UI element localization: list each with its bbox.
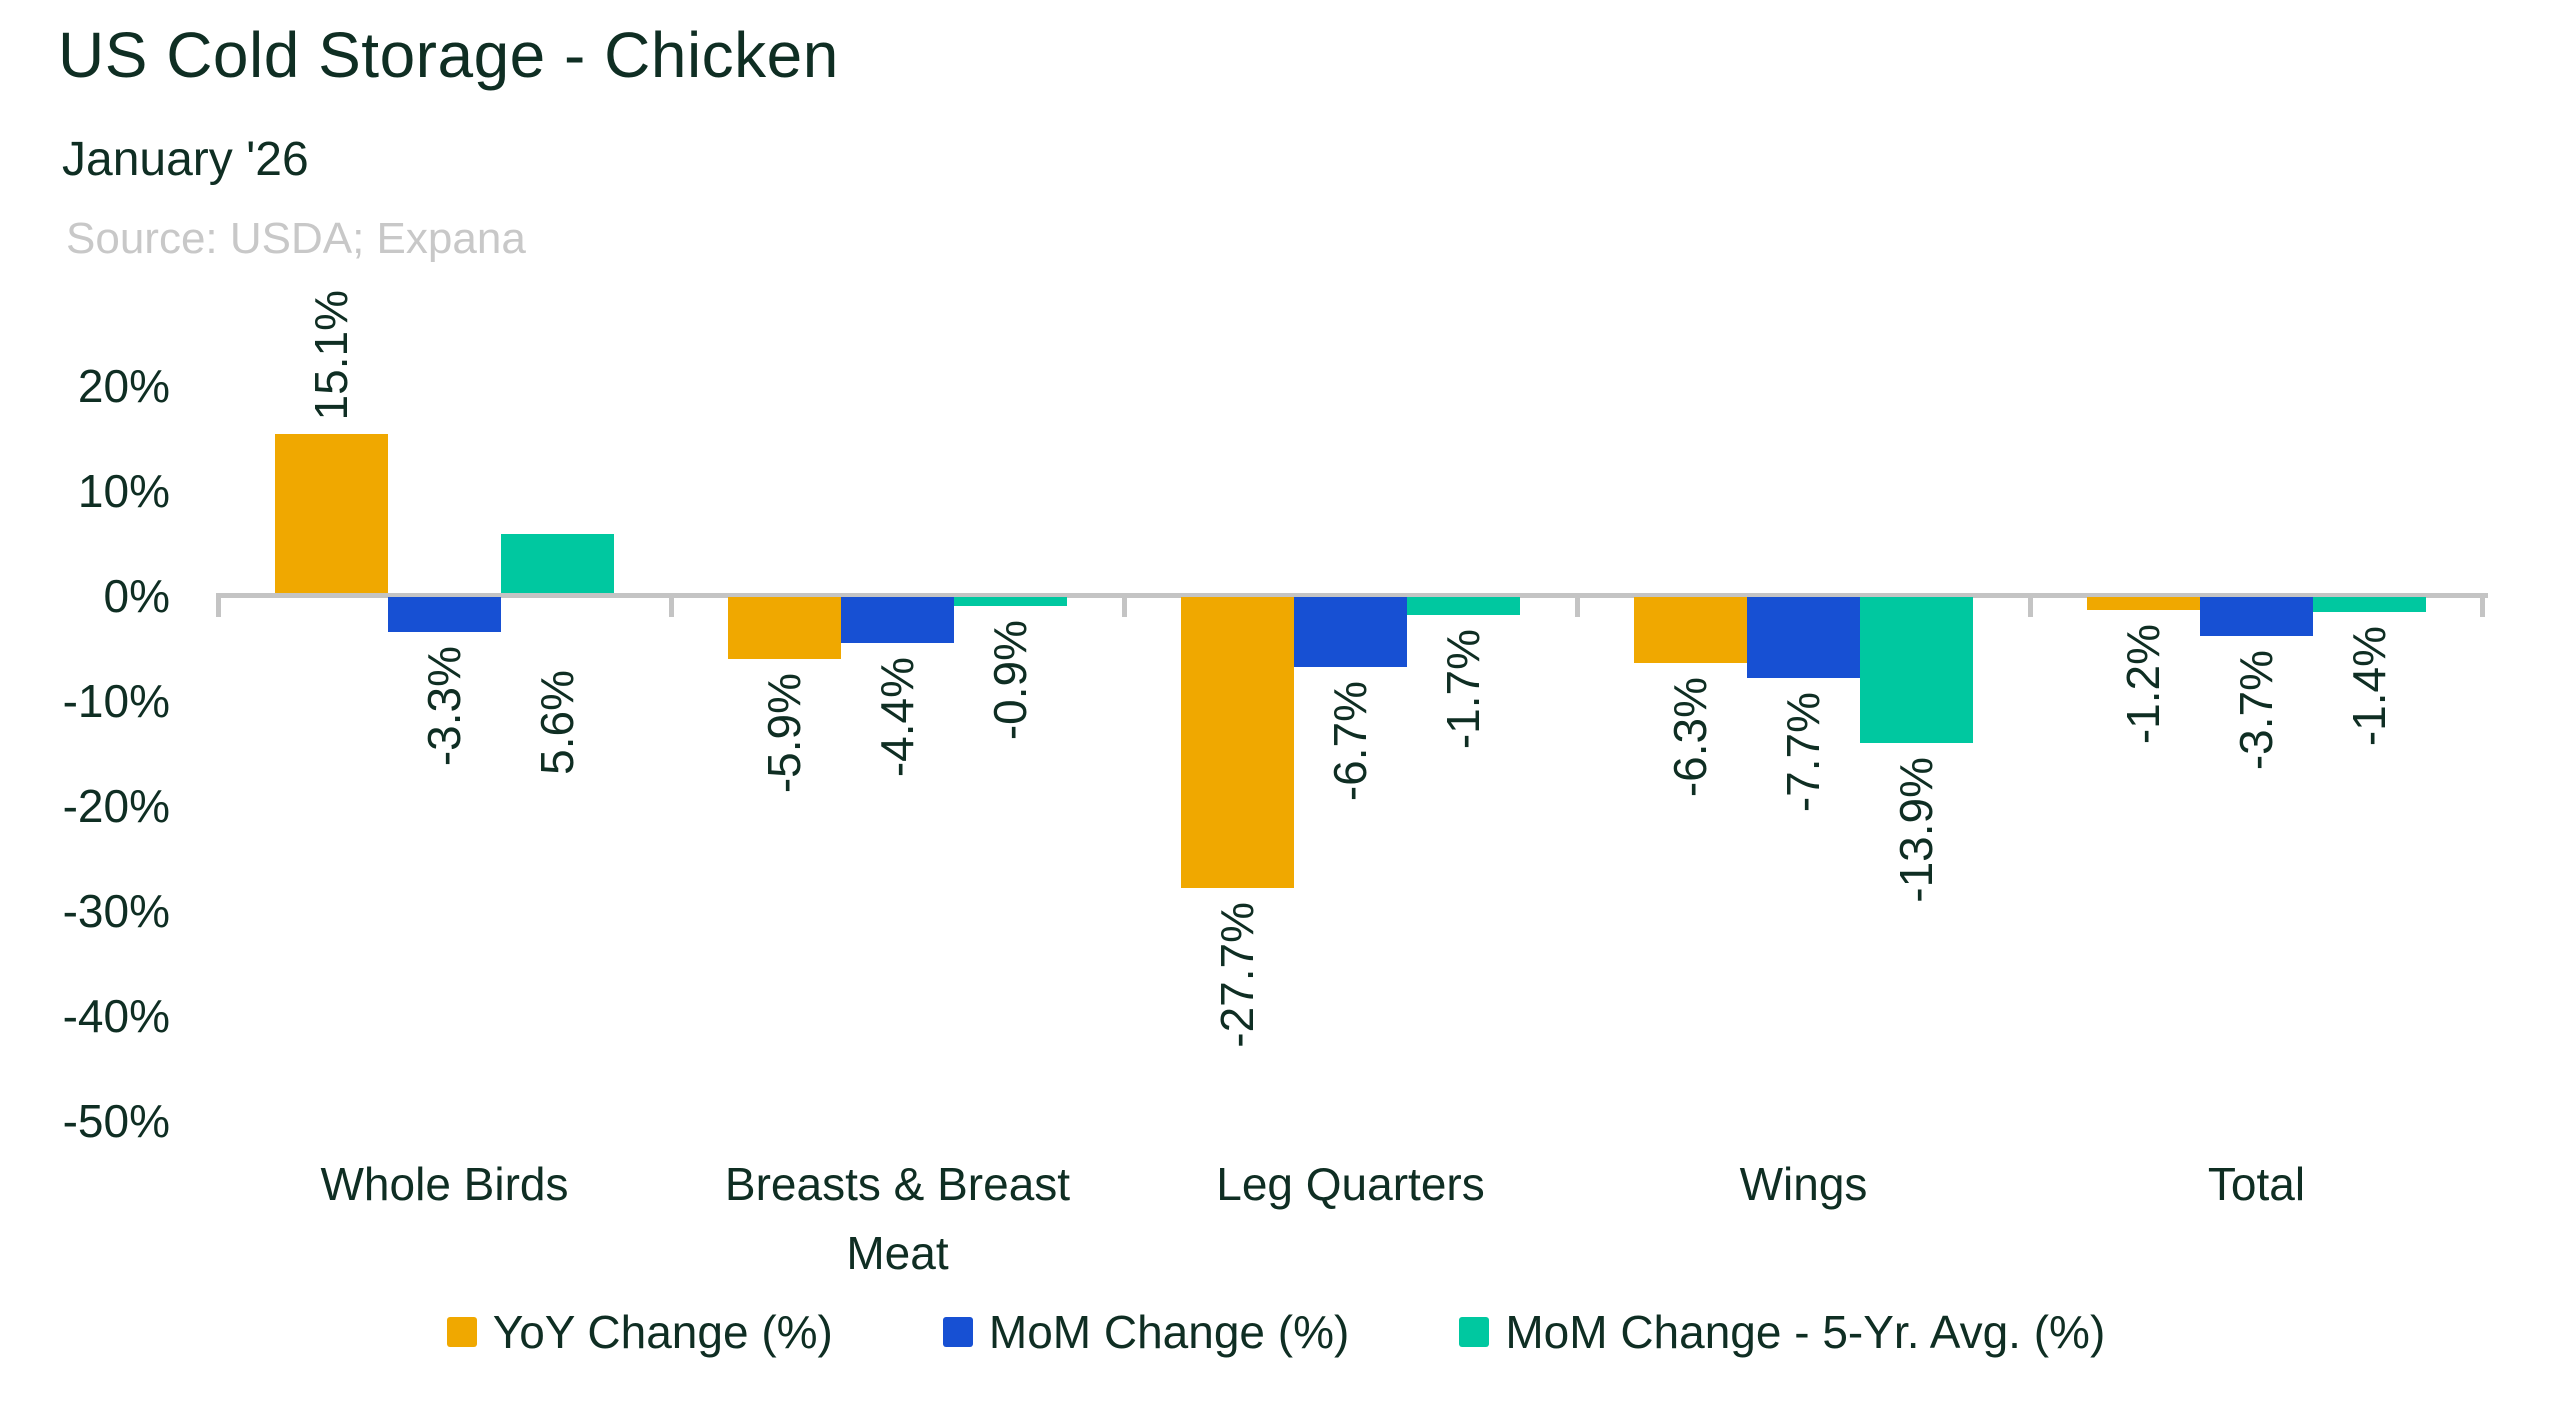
bar-value-label-box: -1.2% [2087, 624, 2200, 954]
bar-value-label-box: -3.3% [388, 646, 501, 976]
bar [1407, 597, 1520, 615]
x-axis-tick [1122, 593, 1127, 617]
chart-source-note: Source: USDA; Expana [66, 214, 526, 263]
x-axis-tick [2028, 593, 2033, 617]
legend-label: MoM Change - 5-Yr. Avg. (%) [1505, 1306, 2106, 1358]
bar-value-label: -0.9% [983, 620, 1036, 741]
bar [388, 597, 501, 632]
legend-label: MoM Change (%) [988, 1306, 1350, 1358]
category-label: Wings [1739, 1158, 1868, 1210]
bar-value-label: 15.1% [304, 290, 357, 421]
y-axis-label: -10% [62, 674, 170, 727]
legend-label: YoY Change (%) [492, 1306, 833, 1358]
chart-title: US Cold Storage - Chicken [58, 19, 839, 91]
y-axis-label: 0% [103, 569, 170, 622]
bar-value-label-box: -0.9% [954, 620, 1067, 950]
bar-value-label-box: -5.9% [728, 673, 841, 1003]
bar-value-label-box: -13.9% [1860, 757, 1973, 1087]
x-axis-line [218, 593, 2488, 598]
chart-subtitle: January '26 [62, 133, 309, 186]
bar-value-label: -1.2% [2116, 623, 2169, 744]
legend-swatch-icon [942, 1317, 973, 1347]
bar [2200, 597, 2313, 636]
bar [1747, 597, 1860, 678]
bar [2313, 597, 2426, 612]
legend-swatch-icon [446, 1317, 477, 1347]
y-axis-label: -20% [62, 779, 170, 832]
y-axis-label: -40% [62, 989, 170, 1042]
bar [1294, 597, 1407, 668]
legend: YoY Change (%) MoM Change (%) MoM Change -… [0, 1296, 2552, 1368]
bar-value-label: -1.7% [1436, 628, 1489, 750]
category-label: Whole Birds [320, 1158, 569, 1210]
legend-item: MoM Change (%) [942, 1305, 1350, 1359]
bar-value-label: -13.9% [1889, 756, 1942, 903]
bar [841, 597, 954, 644]
bar-value-label-box: 15.1% [275, 225, 388, 420]
bar-value-label-box: -4.4% [841, 657, 954, 987]
x-axis-tick [669, 593, 674, 617]
x-axis-tick [216, 593, 221, 617]
bar-value-label-box: -3.7% [2200, 650, 2313, 980]
y-axis-label: 20% [77, 359, 170, 412]
bar-value-label-box: -1.4% [2313, 626, 2426, 956]
bar [954, 597, 1067, 607]
bar [2087, 597, 2200, 610]
bar-value-label: -3.7% [2229, 649, 2282, 771]
bar-value-label: -27.7% [1210, 901, 1263, 1048]
bar-value-label: -6.3% [1663, 677, 1716, 798]
category-label: Leg Quarters [1216, 1158, 1485, 1210]
bar-value-label: 5.6% [530, 669, 583, 775]
bar [1634, 597, 1747, 664]
legend-item: YoY Change (%) [446, 1305, 833, 1359]
bar [728, 597, 841, 659]
y-axis-label: 10% [77, 464, 170, 517]
legend-swatch-icon [1459, 1317, 1490, 1347]
bar-value-label: -3.3% [417, 645, 470, 766]
bar-value-label-box: 5.6% [501, 670, 614, 1000]
legend-item: MoM Change - 5-Yr. Avg. (%) [1459, 1305, 2105, 1359]
bar-value-label-box: -1.7% [1407, 629, 1520, 959]
bar [275, 434, 388, 593]
x-axis-tick [2480, 593, 2485, 617]
bar-value-label: -7.7% [1776, 691, 1829, 813]
bar-value-label-box: -6.3% [1634, 677, 1747, 1007]
x-axis-tick [1575, 593, 1580, 617]
y-axis-label: -30% [62, 884, 170, 937]
category-label: Total [2207, 1158, 2306, 1210]
bar-value-label: -5.9% [757, 672, 810, 794]
bar-value-label: -1.4% [2342, 625, 2395, 746]
bar [1860, 597, 1973, 743]
bar [1181, 597, 1294, 888]
bar-value-label: -4.4% [870, 657, 923, 778]
bar-value-label: -6.7% [1323, 681, 1376, 802]
bar-value-label-box: -7.7% [1747, 692, 1860, 1022]
bar-value-label-box: -6.7% [1294, 681, 1407, 1011]
y-axis-label: -50% [62, 1094, 170, 1147]
bar [501, 534, 614, 593]
category-label: Breasts & Breast Meat [724, 1158, 1071, 1279]
